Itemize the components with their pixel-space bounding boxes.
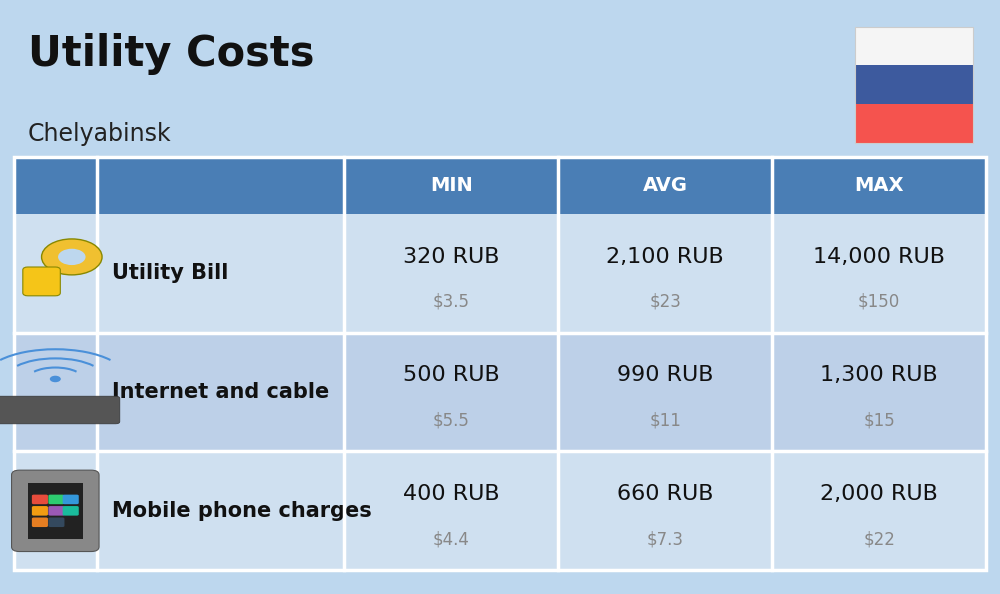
FancyBboxPatch shape <box>63 495 79 504</box>
Text: MIN: MIN <box>430 176 473 195</box>
Text: $22: $22 <box>863 530 895 548</box>
FancyBboxPatch shape <box>14 214 986 333</box>
FancyBboxPatch shape <box>14 157 986 214</box>
Text: 14,000 RUB: 14,000 RUB <box>813 247 945 267</box>
Text: $5.5: $5.5 <box>433 412 470 429</box>
FancyBboxPatch shape <box>23 267 60 296</box>
Text: Internet and cable: Internet and cable <box>112 382 329 402</box>
Text: 660 RUB: 660 RUB <box>617 484 713 504</box>
Text: Utility Bill: Utility Bill <box>112 263 228 283</box>
Text: 400 RUB: 400 RUB <box>403 484 500 504</box>
FancyBboxPatch shape <box>14 333 986 451</box>
Text: 500 RUB: 500 RUB <box>403 365 500 386</box>
Text: MAX: MAX <box>854 176 904 195</box>
Circle shape <box>42 239 102 275</box>
FancyBboxPatch shape <box>855 65 973 104</box>
Text: $15: $15 <box>863 412 895 429</box>
Circle shape <box>58 249 86 265</box>
FancyBboxPatch shape <box>14 451 986 570</box>
FancyBboxPatch shape <box>48 495 64 504</box>
Text: $11: $11 <box>649 412 681 429</box>
FancyBboxPatch shape <box>32 506 48 516</box>
FancyBboxPatch shape <box>48 517 64 527</box>
Text: 320 RUB: 320 RUB <box>403 247 500 267</box>
FancyBboxPatch shape <box>855 104 973 143</box>
FancyBboxPatch shape <box>0 396 120 424</box>
Text: $23: $23 <box>649 293 681 311</box>
FancyBboxPatch shape <box>48 506 64 516</box>
FancyBboxPatch shape <box>63 506 79 516</box>
Text: Chelyabinsk: Chelyabinsk <box>28 122 172 146</box>
Text: $7.3: $7.3 <box>647 530 684 548</box>
FancyBboxPatch shape <box>32 517 48 527</box>
Text: $4.4: $4.4 <box>433 530 470 548</box>
Text: 2,000 RUB: 2,000 RUB <box>820 484 938 504</box>
FancyBboxPatch shape <box>28 483 83 539</box>
Text: 990 RUB: 990 RUB <box>617 365 713 386</box>
Text: 1,300 RUB: 1,300 RUB <box>820 365 938 386</box>
Text: AVG: AVG <box>643 176 688 195</box>
FancyBboxPatch shape <box>12 470 99 551</box>
Text: Mobile phone charges: Mobile phone charges <box>112 501 371 521</box>
Text: $3.5: $3.5 <box>433 293 470 311</box>
FancyBboxPatch shape <box>855 27 973 65</box>
FancyBboxPatch shape <box>32 495 48 504</box>
Text: $150: $150 <box>858 293 900 311</box>
Text: Utility Costs: Utility Costs <box>28 33 314 75</box>
Circle shape <box>50 375 61 383</box>
Text: 2,100 RUB: 2,100 RUB <box>606 247 724 267</box>
